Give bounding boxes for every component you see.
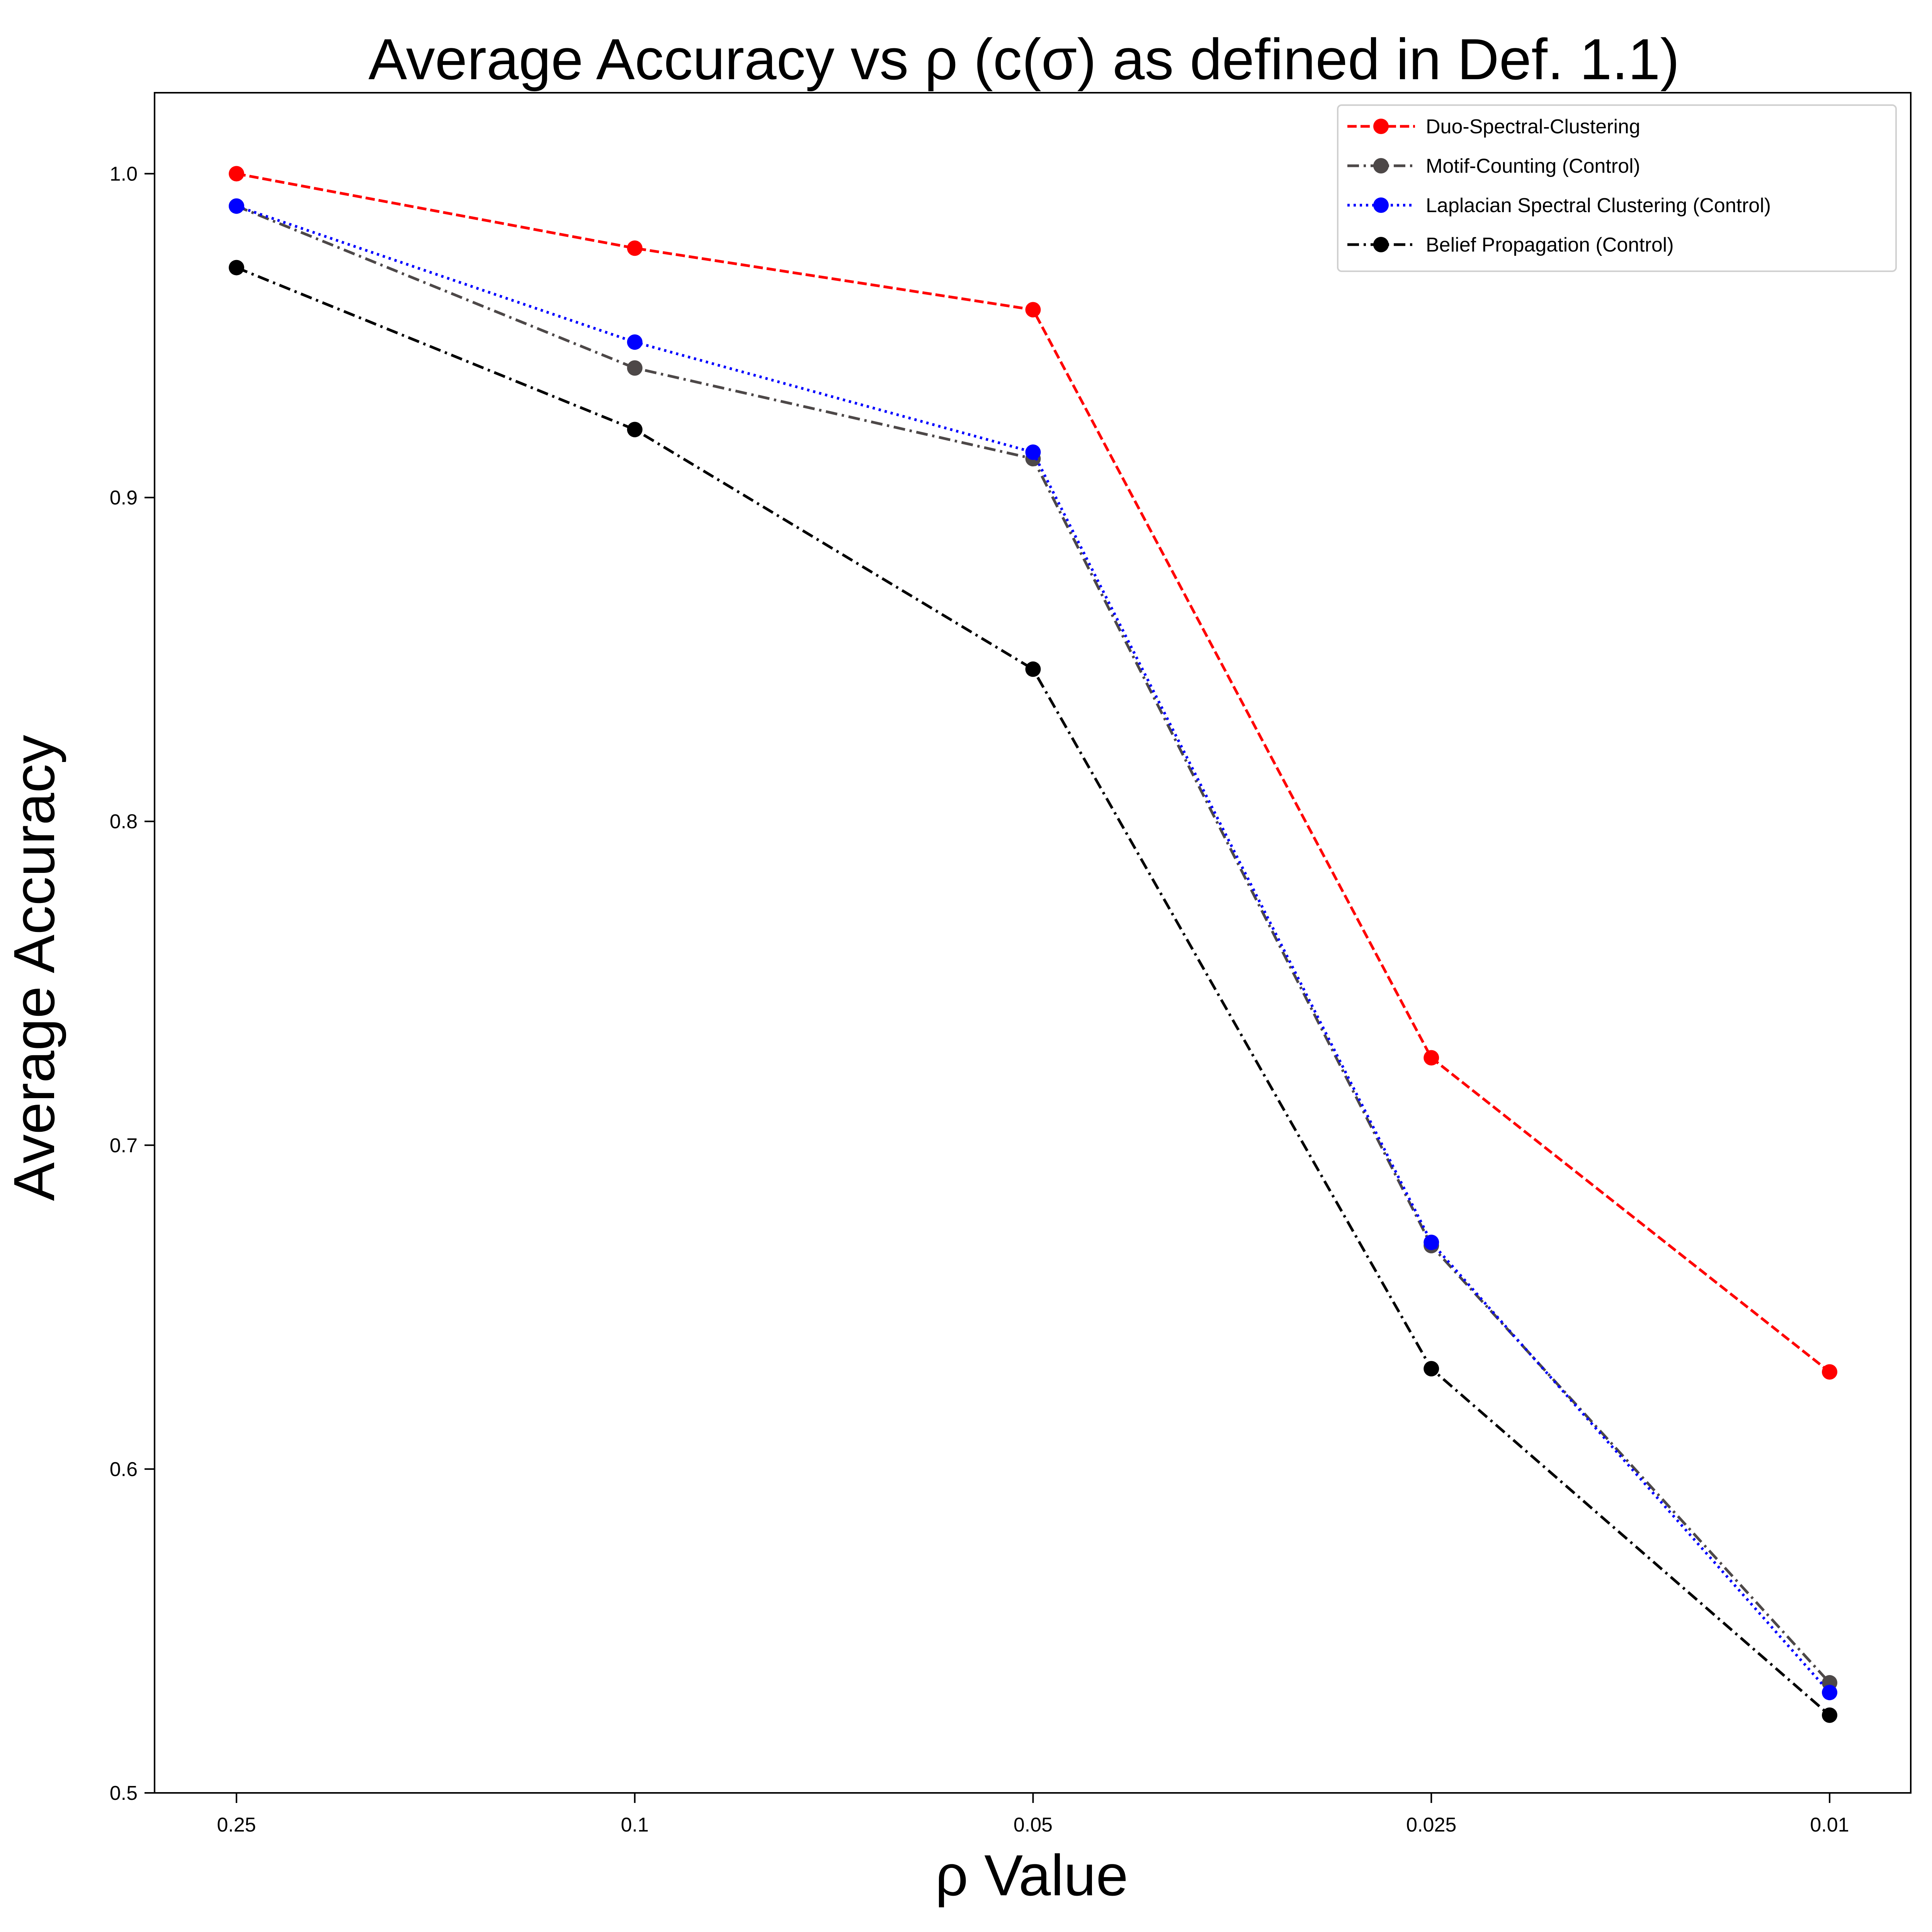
legend-label: Duo-Spectral-Clustering <box>1426 116 1640 138</box>
y-tick-label: 0.8 <box>110 811 138 833</box>
legend-entry: Motif-Counting (Control) <box>1347 155 1640 177</box>
y-axis-ticks: 0.5 0.6 0.7 0.8 0.9 1.0 <box>110 163 155 1804</box>
data-point <box>1423 1361 1439 1377</box>
data-point <box>627 422 643 437</box>
series-layer <box>229 166 1837 1723</box>
x-tick-label: 0.05 <box>1014 1814 1053 1836</box>
y-tick-label: 0.7 <box>110 1134 138 1157</box>
data-point <box>229 198 244 214</box>
data-point <box>1822 1707 1837 1723</box>
data-point <box>627 360 643 376</box>
y-axis-label: Average Accuracy <box>2 735 66 1201</box>
data-point <box>1025 302 1041 318</box>
x-tick-label: 0.1 <box>621 1814 649 1836</box>
legend-entry: Duo-Spectral-Clustering <box>1347 116 1640 138</box>
series-line <box>236 266 1831 1716</box>
legend-box <box>1337 104 1897 272</box>
x-axis-ticks: 0.25 0.1 0.05 0.025 0.01 <box>217 1793 1849 1836</box>
legend-entry: Belief Propagation (Control) <box>1347 234 1674 256</box>
data-point <box>1822 1364 1837 1380</box>
data-point <box>229 260 244 276</box>
y-tick-label: 0.9 <box>110 487 138 509</box>
legend: Duo-Spectral-Clustering Motif-Counting (C… <box>1337 104 1897 272</box>
x-tick-label: 0.25 <box>217 1814 256 1836</box>
legend-label: Laplacian Spectral Clustering (Control) <box>1426 194 1771 217</box>
series-1 <box>229 166 1837 1380</box>
data-point <box>1423 1235 1439 1250</box>
legend-marker <box>1373 197 1389 213</box>
data-point <box>1025 444 1041 460</box>
series-4 <box>229 260 1837 1723</box>
legend-entry: Laplacian Spectral Clustering (Control) <box>1347 194 1771 217</box>
data-point <box>627 240 643 256</box>
y-tick-label: 0.5 <box>110 1782 138 1804</box>
legend-marker <box>1373 237 1389 252</box>
x-axis-label: ρ Value <box>935 1843 1128 1908</box>
x-tick-label: 0.01 <box>1810 1814 1849 1836</box>
data-point <box>1822 1685 1837 1701</box>
legend-marker <box>1373 119 1389 134</box>
series-3 <box>229 198 1837 1701</box>
y-tick-label: 0.6 <box>110 1458 138 1481</box>
legend-label: Motif-Counting (Control) <box>1426 155 1640 177</box>
data-point <box>627 334 643 350</box>
data-point <box>229 166 244 182</box>
x-tick-label: 0.025 <box>1406 1814 1456 1836</box>
data-point <box>1025 661 1041 677</box>
legend-label: Belief Propagation (Control) <box>1426 234 1674 256</box>
y-tick-label: 1.0 <box>110 163 138 185</box>
data-point <box>1423 1050 1439 1066</box>
legend-marker <box>1373 158 1389 173</box>
chart-title: Average Accuracy vs ρ (c(σ) as defined i… <box>368 27 1679 92</box>
